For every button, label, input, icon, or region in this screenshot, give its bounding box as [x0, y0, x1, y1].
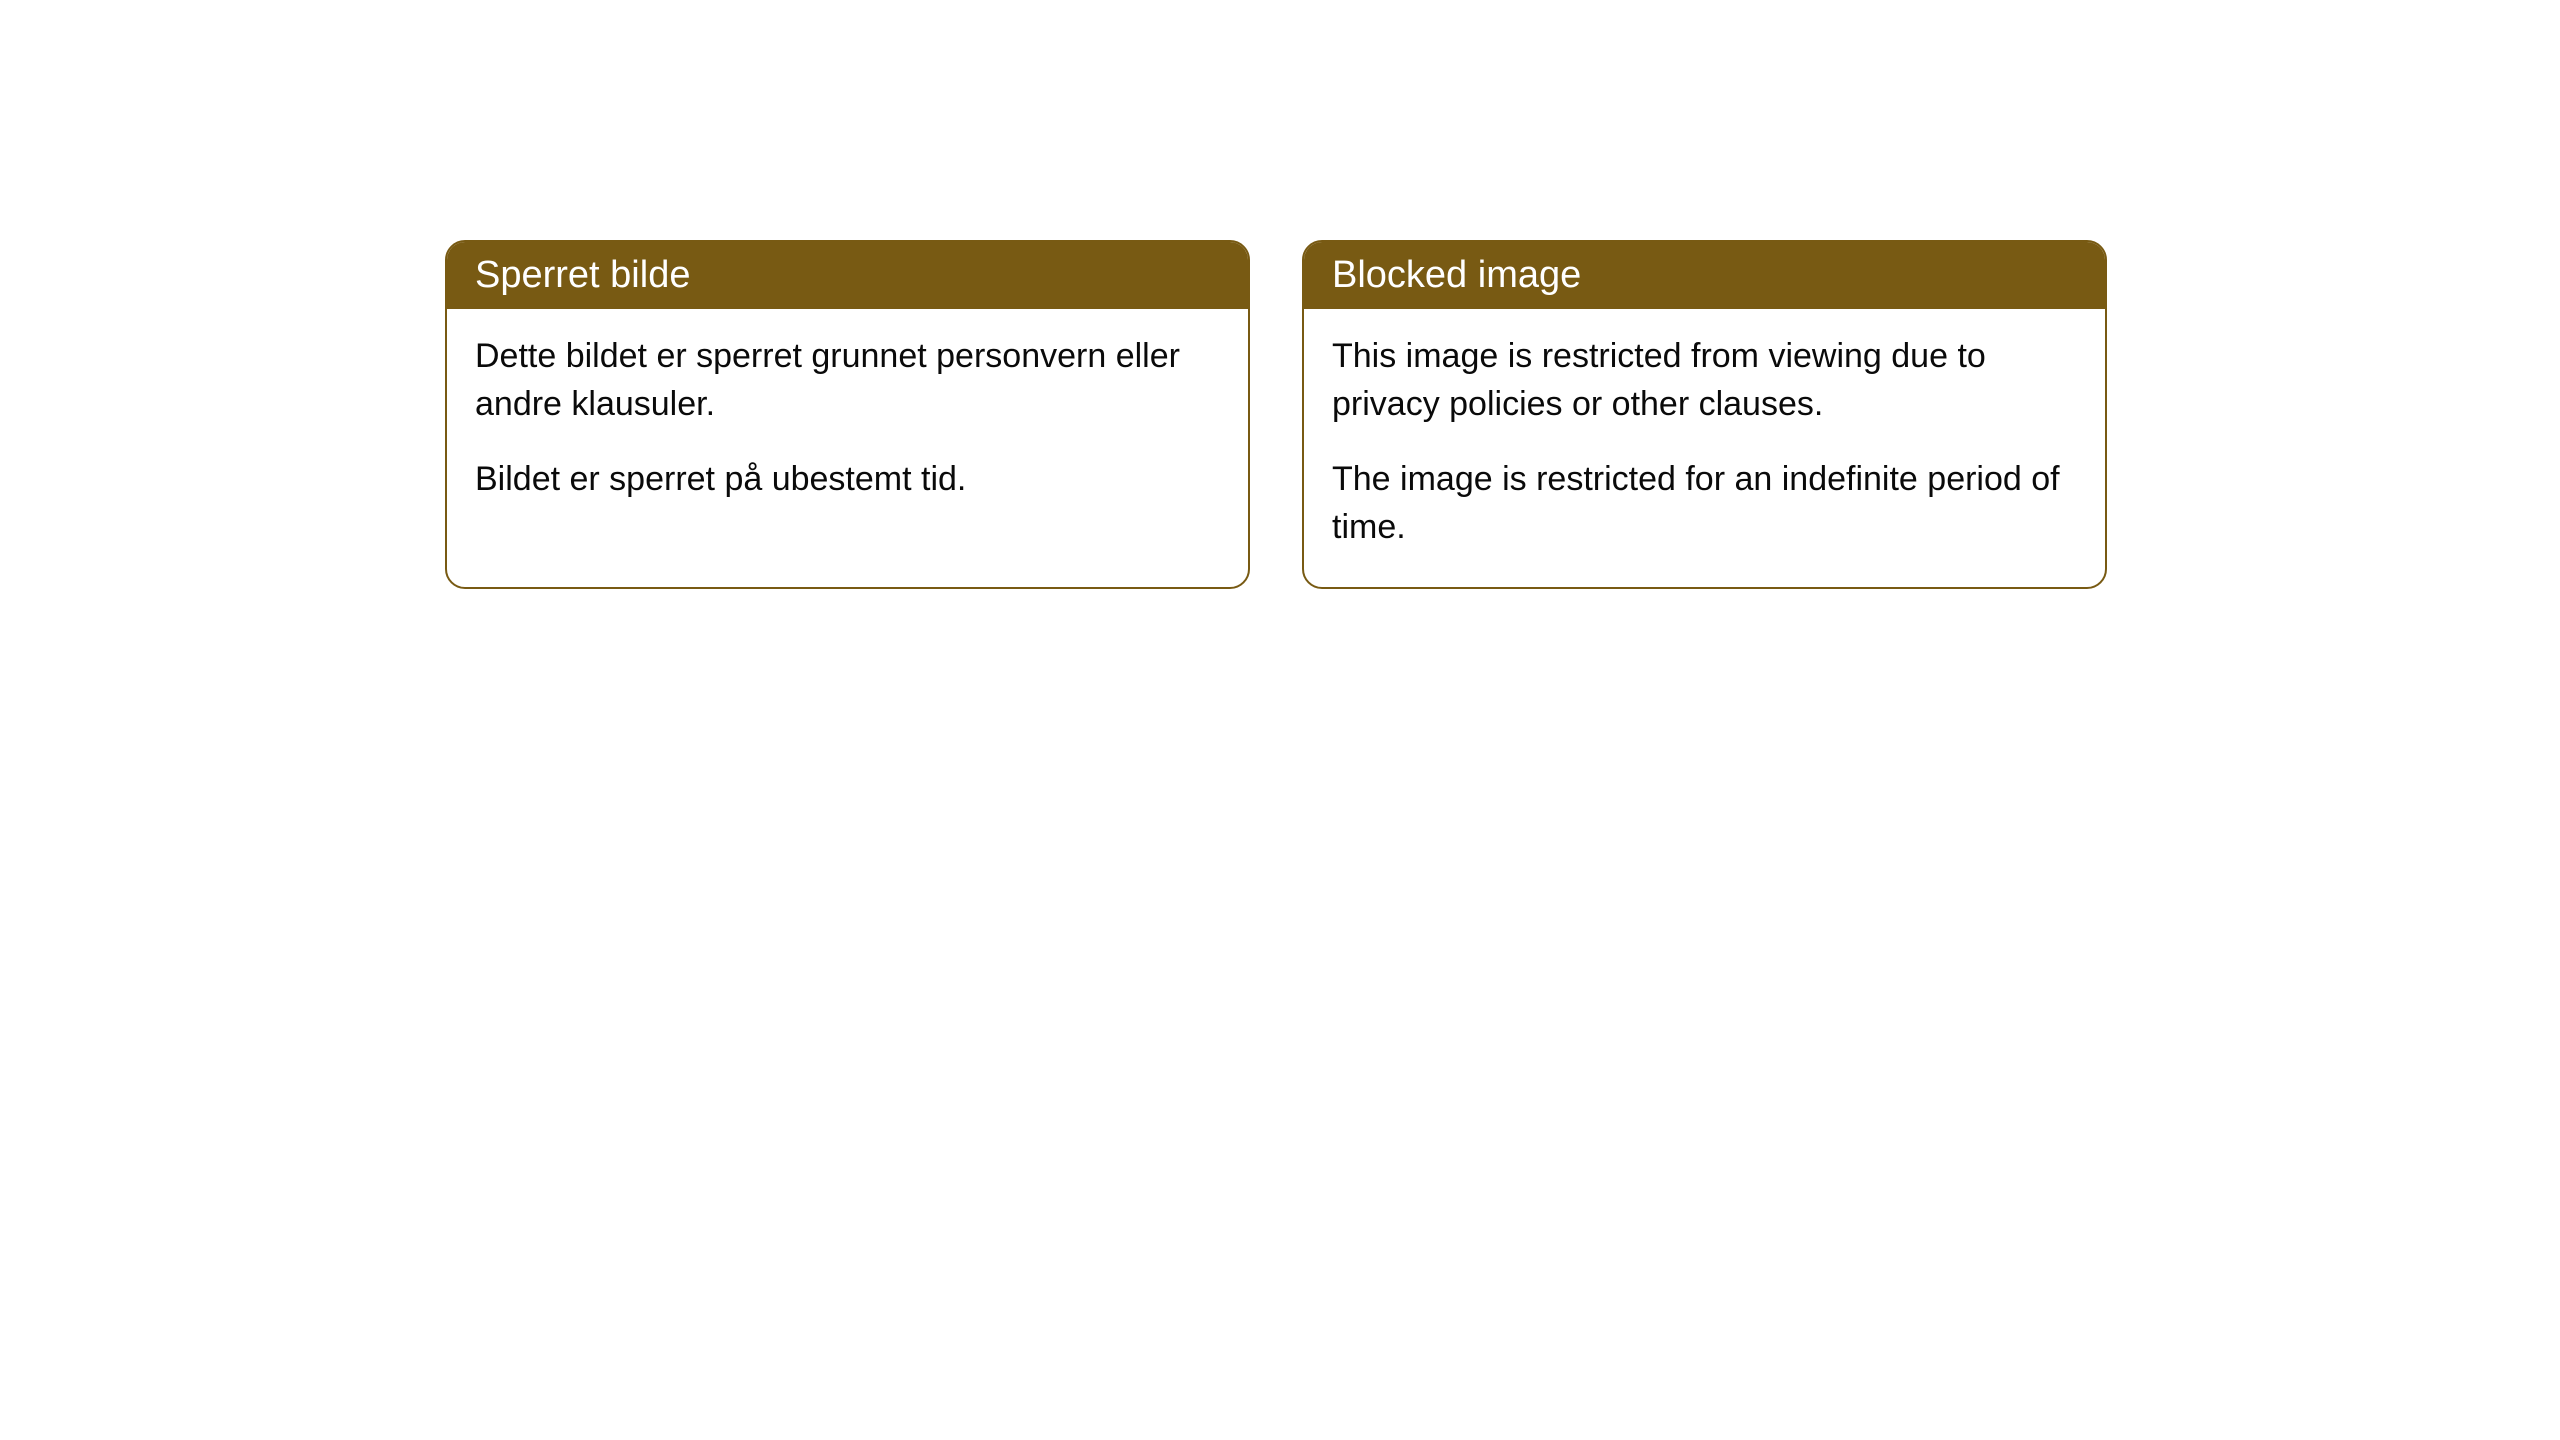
card-paragraph-1-en: This image is restricted from viewing du…	[1332, 333, 2077, 428]
card-paragraph-2-en: The image is restricted for an indefinit…	[1332, 456, 2077, 551]
card-body-en: This image is restricted from viewing du…	[1304, 309, 2105, 587]
card-paragraph-1-no: Dette bildet er sperret grunnet personve…	[475, 333, 1220, 428]
card-paragraph-2-no: Bildet er sperret på ubestemt tid.	[475, 456, 1220, 504]
cards-container: Sperret bilde Dette bildet er sperret gr…	[0, 0, 2560, 589]
card-header-en: Blocked image	[1304, 242, 2105, 309]
blocked-image-card-en: Blocked image This image is restricted f…	[1302, 240, 2107, 589]
blocked-image-card-no: Sperret bilde Dette bildet er sperret gr…	[445, 240, 1250, 589]
card-body-no: Dette bildet er sperret grunnet personve…	[447, 309, 1248, 540]
card-header-no: Sperret bilde	[447, 242, 1248, 309]
